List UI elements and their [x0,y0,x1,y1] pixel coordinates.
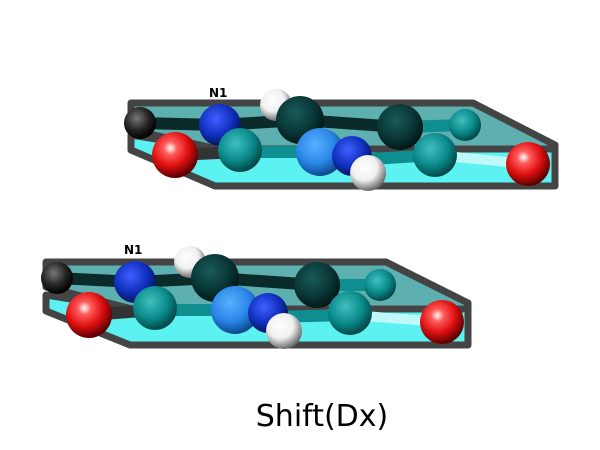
hydrogen-atom [41,262,73,294]
dimer-bottom: N1 [41,243,472,349]
nitrogen-atom [211,286,259,334]
diagram-caption: Shift(Dx) [256,399,388,434]
atom-label-n1: N1 [124,243,142,257]
carbon-atom [328,291,372,335]
atom-label-n1: N1 [209,86,227,100]
carbon-atom [377,104,423,150]
oxygen-atom [152,132,198,178]
nitrogen-atom [296,128,344,176]
carbon-atom [413,133,457,177]
carbon-atom [133,286,177,330]
hydrogen-atom [266,313,302,349]
dimer-top: N1 [124,86,559,191]
carbon-atom [364,269,396,301]
hydrogen-atom [124,107,156,139]
carbon-atom [294,262,340,308]
hydrogen-atom [350,155,386,191]
carbon-atom [449,109,481,141]
oxygen-atom [506,142,550,186]
oxygen-atom [66,292,112,338]
oxygen-atom [420,300,464,344]
carbon-atom [218,128,262,172]
